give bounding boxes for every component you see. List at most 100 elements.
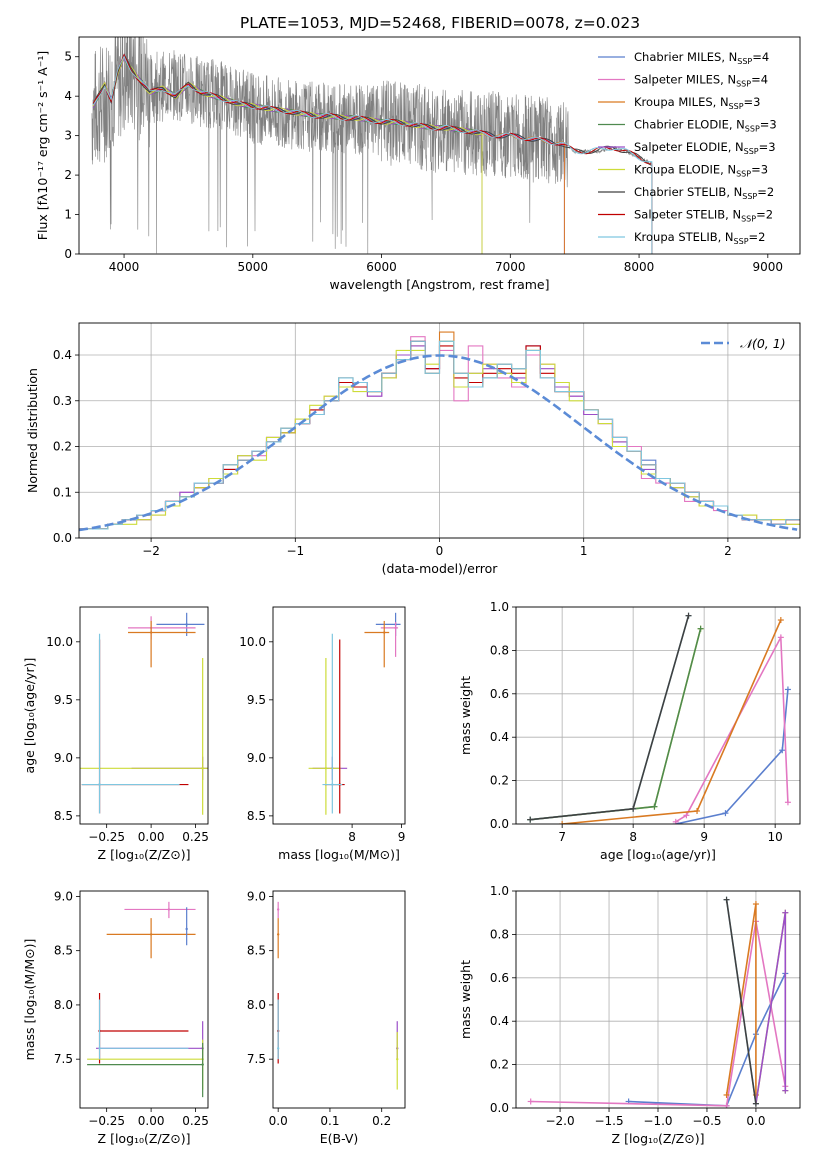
- legend-label: Salpeter MILES, NSSP=4: [634, 73, 768, 89]
- y-tick-label: 5: [64, 50, 72, 64]
- x-tick-label: −2: [142, 544, 160, 558]
- y-tick-label: 9.0: [54, 889, 73, 903]
- y-tick-label: 1.0: [490, 884, 509, 898]
- model-line: [92, 55, 653, 254]
- data-point: [201, 1063, 204, 1066]
- x-tick-label: 0.00: [138, 830, 165, 844]
- data-point: [396, 1057, 399, 1061]
- plot-frame: [515, 890, 801, 1109]
- data-point: [276, 1047, 280, 1050]
- plot-area: [87, 901, 204, 1098]
- series-line: [530, 628, 702, 821]
- x-tick-label: −0.25: [88, 830, 125, 844]
- panel-mass_vs_Z: −0.25 0.00 0.25 7.5 8.0 8.5 9.0 Z [log₁₀(Z/Z⊙)]…: [22, 889, 209, 1146]
- panel-age_vs_mass: 8 9 8.5 9.0 9.5 10.0 mass [log₁₀(M/M⊙)]: [239, 606, 406, 862]
- y-tick-label: 8.5: [247, 944, 266, 958]
- legend-label: Chabrier MILES, NSSP=4: [634, 50, 769, 66]
- legend-label: Kroupa STELIB, NSSP=2: [634, 230, 765, 246]
- x-tick-label: 8000: [624, 260, 655, 274]
- y-tick-label: 3: [64, 129, 72, 143]
- data-point: [383, 631, 386, 634]
- legend-label: 𝒩(0, 1): [740, 336, 786, 351]
- x-tick-label: 8: [348, 830, 356, 844]
- panel-mass_vs_EBV: 0.0 0.1 0.2 7.5 8.0 8.5 9.0 E(B-V): [247, 889, 406, 1146]
- y-tick-label: 0.2: [490, 1058, 509, 1072]
- y-tick-label: 9.0: [247, 889, 266, 903]
- x-tick-label: −0.25: [88, 1114, 125, 1128]
- x-tick-label: 1: [580, 544, 588, 558]
- model-line: [92, 53, 653, 254]
- panel-massweight_vs_age: 7 8 9 10 0.0 0.2 0.4 0.6 0.8 1.0 age [log₁₀(age/yr…: [458, 600, 801, 862]
- y-tick-label: 0.0: [490, 817, 509, 831]
- x-tick-label: −1.5: [594, 1114, 623, 1128]
- y-tick-label: 10.0: [46, 635, 73, 649]
- series-line: [675, 634, 789, 823]
- y-tick-label: 4: [64, 89, 72, 103]
- y-tick-label: 8.5: [54, 944, 73, 958]
- x-tick-label: 8: [629, 830, 637, 844]
- x-tick-label: −2.0: [545, 1114, 574, 1128]
- data-point: [149, 631, 153, 634]
- y-tick-label: 8.5: [247, 809, 266, 823]
- legend: Chabrier MILES, NSSP=4 Salpeter MILES, NS…: [598, 50, 777, 246]
- series-line: [755, 912, 787, 1104]
- plot-frame: [272, 890, 406, 1109]
- plot-frame: [78, 322, 801, 539]
- x-tick-label: 0.25: [182, 830, 209, 844]
- y-axis-label: age [log₁₀(age/yr)]: [22, 658, 37, 774]
- legend-label: Chabrier STELIB, NSSP=2: [634, 185, 774, 201]
- y-tick-label: 8.5: [54, 809, 73, 823]
- x-tick-label: 0.00: [138, 1114, 165, 1128]
- x-axis-label: Z [log₁₀(Z/Z⊙)]: [612, 1131, 705, 1146]
- y-tick-label: 7.5: [247, 1052, 266, 1066]
- x-tick-label: 0.0: [746, 1114, 765, 1128]
- y-tick-label: 0.4: [53, 348, 72, 362]
- chart-title: PLATE=1053, MJD=52468, FIBERID=0078, z=0…: [240, 14, 640, 32]
- x-tick-label: 9: [398, 830, 406, 844]
- y-tick-label: 0.2: [490, 774, 509, 788]
- y-tick-label: 9.0: [54, 751, 73, 765]
- panel-age_vs_Z: −0.25 0.00 0.25 8.5 9.0 9.5 10.0 Z [log₁₀(Z/Z⊙)…: [22, 606, 209, 862]
- legend-label: Kroupa MILES, NSSP=3: [634, 95, 760, 111]
- histogram-step: [79, 340, 800, 530]
- y-tick-label: 0.0: [490, 1101, 509, 1115]
- data-point: [394, 626, 397, 630]
- x-tick-label: 2: [724, 544, 732, 558]
- plot-frame: [78, 36, 801, 255]
- y-tick-label: 0.1: [53, 485, 72, 499]
- legend-label: Chabrier ELODIE, NSSP=3: [634, 118, 777, 134]
- y-tick-label: 0.6: [490, 687, 509, 701]
- x-tick-label: 0.2: [372, 1114, 391, 1128]
- y-tick-label: 0.8: [490, 643, 509, 657]
- panel-residuals: −2 −1 0 1 2 0.0 0.1 0.2 0.3 0.4 (data-model)/error…: [25, 322, 801, 576]
- y-tick-label: 0.8: [490, 927, 509, 941]
- y-tick-label: 9.5: [54, 693, 73, 707]
- x-tick-label: 10: [768, 830, 783, 844]
- y-axis-label: mass weight: [458, 676, 473, 755]
- x-axis-label: Z [log₁₀(Z/Z⊙)]: [98, 847, 191, 862]
- data-point: [331, 783, 334, 786]
- y-tick-label: 8.0: [247, 998, 266, 1012]
- x-tick-label: −1.0: [643, 1114, 672, 1128]
- y-axis-label: mass weight: [458, 960, 473, 1039]
- data-point: [98, 783, 101, 786]
- x-axis-label: age [log₁₀(age/yr)]: [600, 847, 716, 862]
- x-tick-label: 7: [558, 830, 566, 844]
- data-point: [276, 933, 280, 936]
- legend: 𝒩(0, 1): [701, 336, 786, 351]
- plot-area: [276, 901, 399, 1090]
- y-tick-label: 0.2: [53, 440, 72, 454]
- y-tick-label: 0.4: [490, 730, 509, 744]
- x-tick-label: 9000: [753, 260, 784, 274]
- data-point: [185, 927, 188, 931]
- x-tick-label: 7000: [495, 260, 526, 274]
- y-tick-label: 8.0: [54, 998, 73, 1012]
- y-tick-label: 0.3: [53, 394, 72, 408]
- series-line: [530, 615, 690, 821]
- x-tick-label: 0.25: [182, 1114, 209, 1128]
- plot-frame: [79, 890, 209, 1109]
- plot-frame: [79, 606, 209, 825]
- plot-area: [80, 612, 208, 815]
- y-tick-label: 1.0: [490, 600, 509, 614]
